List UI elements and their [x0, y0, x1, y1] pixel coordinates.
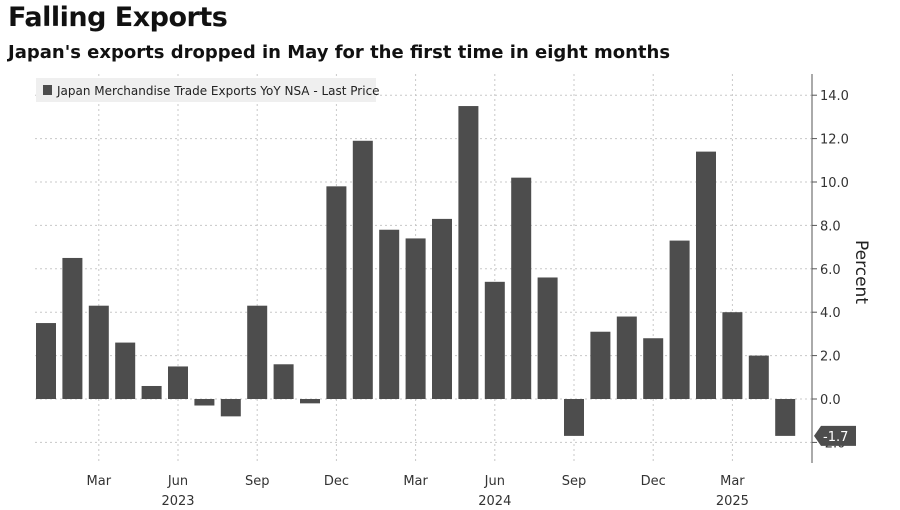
bar: [484, 281, 505, 399]
last-value-label: -1.7: [814, 425, 856, 446]
y-tick-label: 6.0: [820, 263, 841, 278]
y-tick-label: 0.0: [820, 393, 841, 408]
bar: [696, 151, 716, 399]
y-tick-label: 12.0: [820, 133, 849, 148]
x-year-label: 2024: [478, 494, 511, 509]
y-tick-label: 4.0: [820, 306, 841, 321]
bar: [220, 399, 241, 417]
x-tick-label: Dec: [641, 474, 666, 489]
bars: [36, 106, 796, 436]
bar: [643, 338, 664, 399]
x-axis: Mar Jun Sep Dec Mar Jun Sep Dec Mar 2023 2024 2025: [87, 474, 749, 509]
bar: [590, 331, 611, 399]
y-tick-label: 10.0: [820, 176, 849, 191]
x-tick-label: Sep: [562, 474, 587, 489]
x-tick-label: Mar: [720, 474, 745, 489]
x-tick-label: Mar: [87, 474, 112, 489]
bar: [115, 342, 136, 399]
bar: [88, 305, 109, 399]
bar: [141, 385, 162, 399]
bar: [775, 399, 796, 436]
x-tick-label: Jun: [167, 474, 188, 489]
legend-swatch: [43, 85, 52, 95]
bar: [537, 277, 558, 399]
y-tick-label: 2.0: [820, 350, 841, 365]
bar: [511, 177, 532, 399]
bar: [405, 238, 426, 399]
y-tick-label: 14.0: [820, 89, 849, 104]
bar: [722, 312, 743, 399]
x-tick-label: Sep: [245, 474, 270, 489]
bar: [62, 257, 83, 399]
bar: [379, 229, 400, 399]
bar: [564, 399, 584, 436]
bar: [616, 316, 637, 399]
chart-subtitle: Japan's exports dropped in May for the f…: [8, 42, 671, 63]
bar: [326, 186, 347, 399]
x-year-label: 2023: [161, 494, 194, 509]
last-value-badge: [814, 425, 856, 446]
last-value-text: -1.7: [823, 430, 848, 445]
bar: [669, 240, 690, 399]
bar: [36, 323, 56, 399]
legend-label: Japan Merchandise Trade Exports YoY NSA …: [56, 84, 380, 98]
x-tick-label: Mar: [403, 474, 428, 489]
bar: [194, 399, 215, 406]
bar: [273, 364, 294, 399]
legend: Japan Merchandise Trade Exports YoY NSA …: [36, 78, 380, 102]
chart-title: Falling Exports: [8, 2, 228, 33]
y-axis: -2.00.02.04.06.08.010.012.014.0: [811, 74, 849, 463]
bar: [748, 355, 769, 399]
y-tick-label: 8.0: [820, 219, 841, 234]
bar: [432, 218, 452, 399]
x-year-label: 2025: [716, 494, 749, 509]
bar: [168, 366, 188, 399]
bar: [352, 140, 373, 399]
bar: [247, 305, 268, 399]
bar: [458, 106, 479, 400]
x-tick-label: Dec: [324, 474, 349, 489]
bar: [300, 399, 320, 404]
legend-box: [36, 78, 376, 102]
x-tick-label: Jun: [484, 474, 505, 489]
y-axis-label: Percent: [851, 240, 871, 304]
